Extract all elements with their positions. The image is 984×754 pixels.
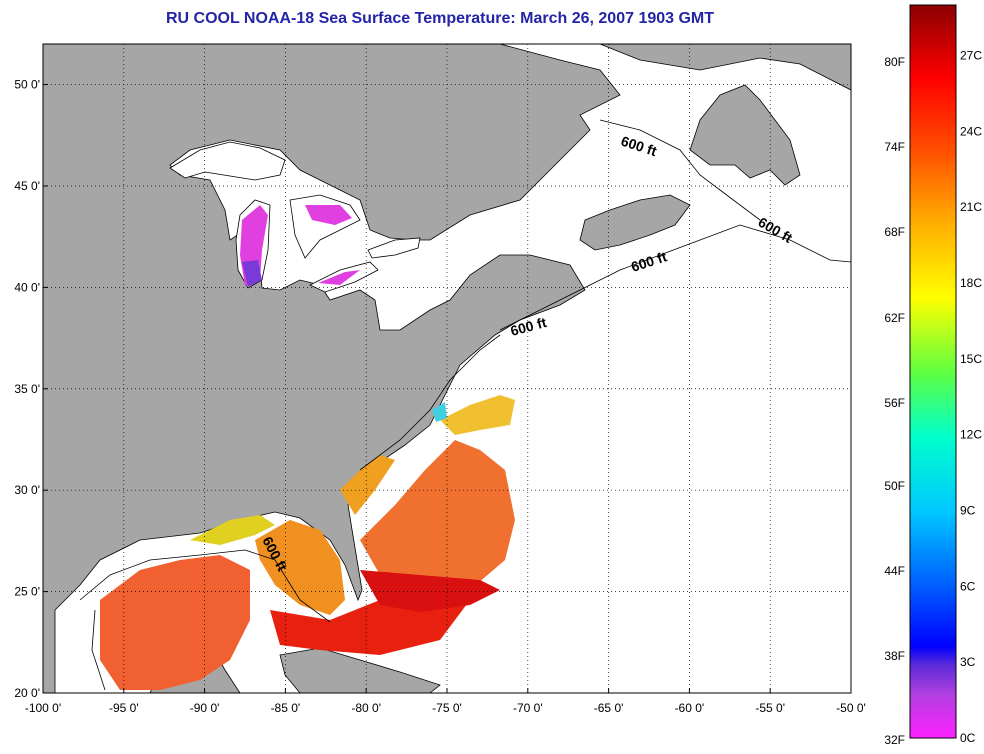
lon-tick-label: -65 0' xyxy=(594,701,624,715)
colorbar-celsius-label: 18C xyxy=(960,276,982,290)
isobath-600ft-gulf-of-maine xyxy=(599,119,761,221)
lon-tick-label: -85 0' xyxy=(271,701,301,715)
graticule xyxy=(42,44,852,694)
sst-atlantic-shelf xyxy=(340,455,395,515)
isobath-600ft-atlantic xyxy=(359,334,501,471)
colorbar-fahrenheit-labels: 80F 74F 68F 62F 56F 50F 44F 38F 32F xyxy=(884,55,905,747)
lon-tick-label: -95 0' xyxy=(109,701,139,715)
lon-tick-label: -50 0' xyxy=(836,701,866,715)
lon-tick-label: -80 0' xyxy=(351,701,381,715)
isobath-600ft-gulf-west xyxy=(91,609,106,691)
colorbar-fahrenheit-label: 80F xyxy=(884,55,905,69)
colorbar-celsius-label: 3C xyxy=(960,655,976,669)
colorbar-fahrenheit-label: 62F xyxy=(884,311,905,325)
colorbar-celsius-labels: 27C 24C 21C 18C 15C 12C 9C 6C 3C 0C xyxy=(960,49,982,745)
lat-tick-label: 20 0' xyxy=(14,686,40,700)
lake-superior xyxy=(169,141,286,181)
lat-tick-label: 25 0' xyxy=(14,585,40,599)
land-nova-scotia xyxy=(579,194,691,251)
colorbar-celsius-label: 24C xyxy=(960,124,982,138)
lon-tick-label: -90 0' xyxy=(190,701,220,715)
lat-tick-label: 35 0' xyxy=(14,382,40,396)
lat-tick-label: 50 0' xyxy=(14,78,40,92)
longitude-tick-labels: -100 0' -95 0' -90 0' -85 0' -80 0' -75 0' -70… xyxy=(25,701,866,715)
colorbar xyxy=(909,4,957,739)
colorbar-fahrenheit-label: 50F xyxy=(884,479,905,493)
sst-gulf-east xyxy=(255,520,345,615)
colorbar-celsius-label: 0C xyxy=(960,731,976,745)
colorbar-celsius-label: 6C xyxy=(960,579,976,593)
map-frame xyxy=(42,43,852,694)
sst-gulf-shelf-yellow xyxy=(190,515,275,545)
lon-tick-label: -100 0' xyxy=(25,701,61,715)
land-cuba xyxy=(279,647,441,693)
colorbar-celsius-label: 12C xyxy=(960,428,982,442)
colorbar-celsius-label: 9C xyxy=(960,504,976,518)
colorbar-fahrenheit-label: 44F xyxy=(884,564,905,578)
lake-sst-huron-patch xyxy=(305,205,352,225)
latitude-tick-labels: 20 0' 25 0' 30 0' 35 0' 40 0' 45 0' 50 0' xyxy=(14,78,40,700)
colorbar-celsius-label: 21C xyxy=(960,200,982,214)
sst-gulf-west xyxy=(100,555,250,690)
sst-atlantic-south xyxy=(360,440,515,590)
sst-cool-coastal xyxy=(432,402,447,422)
map-title: RU COOL NOAA-18 Sea Surface Temperature:… xyxy=(165,10,715,27)
lake-ontario xyxy=(367,237,421,259)
lat-tick-label: 40 0' xyxy=(14,280,40,294)
lon-tick-label: -55 0' xyxy=(755,701,785,715)
isobath-600ft-northeast xyxy=(499,224,851,331)
colorbar-fahrenheit-label: 68F xyxy=(884,225,905,239)
lon-tick-label: -75 0' xyxy=(432,701,462,715)
lake-sst-coldest-patch xyxy=(242,260,262,287)
lat-tick-label: 30 0' xyxy=(14,483,40,497)
colorbar-celsius-label: 15C xyxy=(960,352,982,366)
lake-sst-erie-patch xyxy=(318,270,360,285)
sst-gulf-stream-north xyxy=(440,395,515,435)
colorbar-fahrenheit-label: 32F xyxy=(884,733,905,747)
land-newfoundland xyxy=(689,84,801,186)
colorbar-fahrenheit-label: 56F xyxy=(884,396,905,410)
colorbar-fahrenheit-label: 74F xyxy=(884,140,905,154)
lat-tick-label: 45 0' xyxy=(14,179,40,193)
isobath-600ft-gulf xyxy=(79,549,331,623)
lon-tick-label: -70 0' xyxy=(513,701,543,715)
colorbar-fahrenheit-label: 38F xyxy=(884,649,905,663)
sst-bahamas-red xyxy=(360,570,500,612)
colorbar-celsius-label: 27C xyxy=(960,49,982,63)
lon-tick-label: -60 0' xyxy=(675,701,705,715)
